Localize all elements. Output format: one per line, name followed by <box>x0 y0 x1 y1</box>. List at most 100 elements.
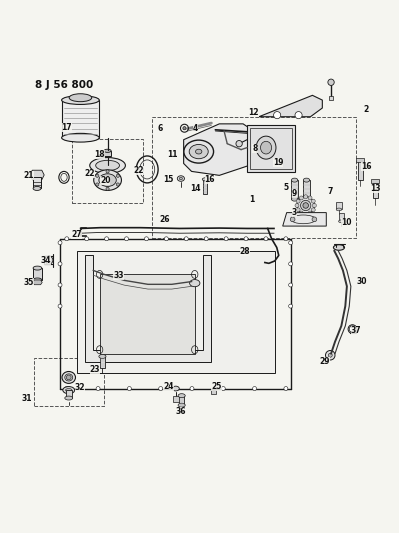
Ellipse shape <box>336 208 342 211</box>
Ellipse shape <box>33 187 41 190</box>
Bar <box>373 182 378 198</box>
Circle shape <box>204 237 208 241</box>
Circle shape <box>288 304 292 308</box>
Circle shape <box>65 386 69 391</box>
Ellipse shape <box>62 372 75 383</box>
Circle shape <box>303 203 308 208</box>
Ellipse shape <box>291 197 298 201</box>
Circle shape <box>288 262 292 266</box>
Text: 1: 1 <box>249 195 255 204</box>
Ellipse shape <box>61 96 99 104</box>
Circle shape <box>96 174 99 177</box>
Circle shape <box>144 237 148 241</box>
Circle shape <box>284 386 288 391</box>
Circle shape <box>311 208 315 212</box>
Circle shape <box>127 386 131 391</box>
Text: 21: 21 <box>23 171 34 180</box>
Bar <box>100 274 195 354</box>
Text: 25: 25 <box>211 382 222 391</box>
Text: 22: 22 <box>134 166 144 175</box>
Circle shape <box>328 353 332 357</box>
Polygon shape <box>85 255 211 361</box>
Circle shape <box>221 386 225 391</box>
Circle shape <box>295 111 302 119</box>
Circle shape <box>164 237 168 241</box>
Circle shape <box>65 237 69 241</box>
Circle shape <box>58 283 62 287</box>
Circle shape <box>183 127 186 130</box>
Bar <box>250 128 292 169</box>
Ellipse shape <box>172 386 179 391</box>
Ellipse shape <box>334 245 344 251</box>
Ellipse shape <box>99 174 116 187</box>
Ellipse shape <box>190 280 200 287</box>
Circle shape <box>312 217 317 222</box>
Text: 31: 31 <box>22 393 32 402</box>
Ellipse shape <box>261 141 272 154</box>
Ellipse shape <box>291 178 298 182</box>
Circle shape <box>85 237 89 241</box>
Bar <box>329 96 333 100</box>
Text: 23: 23 <box>90 365 100 374</box>
Text: 20: 20 <box>100 176 111 185</box>
Text: 22: 22 <box>84 169 95 178</box>
Text: 18: 18 <box>94 150 105 159</box>
Circle shape <box>124 237 128 241</box>
Ellipse shape <box>65 389 72 392</box>
Circle shape <box>304 195 308 199</box>
Circle shape <box>244 237 248 241</box>
Circle shape <box>299 196 303 200</box>
Polygon shape <box>33 280 42 285</box>
Ellipse shape <box>96 160 119 171</box>
Bar <box>336 201 342 209</box>
Circle shape <box>96 386 100 391</box>
Bar <box>61 100 99 138</box>
Text: 35: 35 <box>23 278 34 287</box>
Bar <box>291 180 298 199</box>
Circle shape <box>45 256 53 264</box>
Text: 3: 3 <box>292 208 297 217</box>
Bar <box>179 395 184 405</box>
Text: 13: 13 <box>371 183 381 192</box>
Ellipse shape <box>33 278 42 282</box>
Bar <box>34 358 104 406</box>
Ellipse shape <box>69 94 92 102</box>
Text: 30: 30 <box>357 277 367 286</box>
Circle shape <box>58 304 62 308</box>
Circle shape <box>311 199 315 203</box>
Text: 7: 7 <box>328 187 333 196</box>
Circle shape <box>288 283 292 287</box>
Bar <box>247 125 294 172</box>
Circle shape <box>299 211 303 215</box>
Bar <box>371 179 379 183</box>
Circle shape <box>326 351 335 360</box>
Circle shape <box>96 183 99 186</box>
Circle shape <box>288 241 292 245</box>
Text: 14: 14 <box>190 183 201 192</box>
Circle shape <box>106 170 109 173</box>
Ellipse shape <box>178 394 185 398</box>
Bar <box>303 180 310 199</box>
Ellipse shape <box>104 149 111 152</box>
Ellipse shape <box>256 136 276 159</box>
Ellipse shape <box>178 403 185 407</box>
Circle shape <box>264 237 268 241</box>
Text: 16: 16 <box>361 162 371 171</box>
Bar <box>33 268 42 280</box>
Ellipse shape <box>300 200 311 211</box>
Text: 9: 9 <box>292 189 297 198</box>
Circle shape <box>349 326 356 332</box>
Text: 36: 36 <box>176 407 186 416</box>
Circle shape <box>290 217 295 222</box>
Bar <box>105 151 111 156</box>
Text: 16: 16 <box>205 175 215 184</box>
Circle shape <box>224 237 228 241</box>
Text: 15: 15 <box>164 175 174 184</box>
Circle shape <box>296 199 300 203</box>
Bar <box>152 117 356 238</box>
Circle shape <box>253 386 257 391</box>
Circle shape <box>58 241 62 245</box>
Ellipse shape <box>179 177 182 180</box>
Ellipse shape <box>303 197 310 201</box>
Bar <box>339 213 344 221</box>
